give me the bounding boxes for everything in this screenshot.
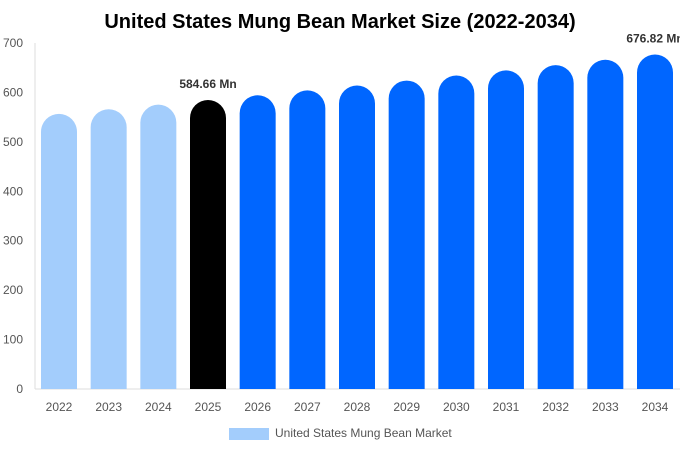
x-tick-label: 2026 xyxy=(244,400,271,414)
legend-swatch xyxy=(229,428,269,440)
bar-2024[interactable] xyxy=(140,104,177,389)
x-tick-label: 2031 xyxy=(493,400,520,414)
x-tick-label: 2030 xyxy=(443,400,470,414)
x-tick-label: 2034 xyxy=(642,400,669,414)
bar-2031[interactable] xyxy=(488,70,524,390)
x-tick-label: 2032 xyxy=(542,400,569,414)
bar-2026[interactable] xyxy=(239,95,276,389)
bar-2025[interactable] xyxy=(190,100,226,389)
legend[interactable]: United States Mung Bean Market xyxy=(229,426,452,440)
y-tick-label: 700 xyxy=(3,36,23,50)
y-tick-label: 300 xyxy=(3,234,23,248)
x-tick-label: 2028 xyxy=(344,400,371,414)
bar-2034[interactable] xyxy=(637,54,673,389)
y-tick-label: 600 xyxy=(3,85,23,99)
x-tick-label: 2025 xyxy=(195,400,222,414)
bar-2029[interactable] xyxy=(388,80,425,390)
bar-2030[interactable] xyxy=(438,75,475,389)
x-tick-label: 2033 xyxy=(592,400,619,414)
x-tick-label: 2022 xyxy=(46,400,73,414)
x-tick-label: 2023 xyxy=(95,400,122,414)
y-tick-label: 400 xyxy=(3,184,23,198)
chart-title: United States Mung Bean Market Size (202… xyxy=(104,11,575,33)
bar-2027[interactable] xyxy=(289,90,326,389)
y-tick-label: 100 xyxy=(3,333,23,347)
bar-2022[interactable] xyxy=(41,113,77,389)
data-label-2034: 676.82 Mn xyxy=(626,31,680,45)
x-tick-label: 2027 xyxy=(294,400,321,414)
bar-2028[interactable] xyxy=(339,85,375,389)
bar-2033[interactable] xyxy=(587,59,624,389)
y-tick-label: 200 xyxy=(3,283,23,297)
bar-2032[interactable] xyxy=(537,65,574,389)
data-label-2025: 584.66 Mn xyxy=(179,77,236,91)
y-tick-label: 0 xyxy=(16,382,23,396)
x-tick-label: 2029 xyxy=(393,400,420,414)
y-tick-label: 500 xyxy=(3,135,23,149)
bar-2023[interactable] xyxy=(90,109,127,389)
legend-label: United States Mung Bean Market xyxy=(275,426,452,440)
x-tick-label: 2024 xyxy=(145,400,172,414)
